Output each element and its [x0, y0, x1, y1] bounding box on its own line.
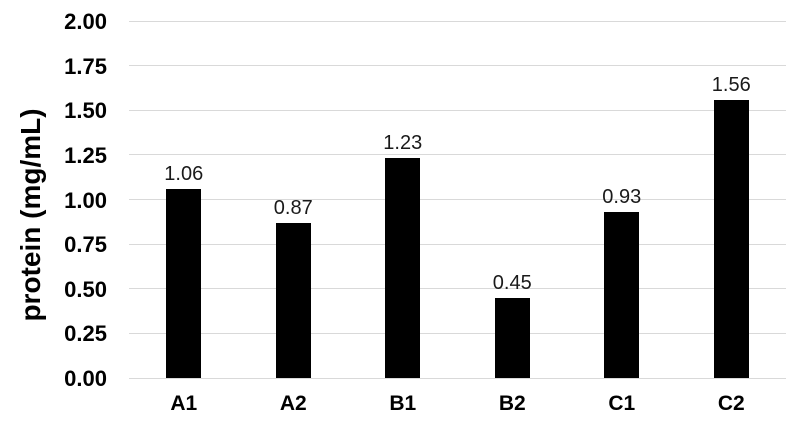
- bar-value-label: 1.23: [383, 132, 423, 154]
- y-tick-label: 0.75: [64, 232, 107, 258]
- bar-A2: [275, 223, 311, 378]
- y-tick-label: 1.00: [64, 187, 107, 213]
- gridline: [129, 65, 786, 67]
- bar-value-label: 0.87: [273, 197, 313, 219]
- gridline: [129, 109, 786, 111]
- y-tick-label: 0.25: [64, 321, 107, 347]
- bar-value-label: 0.45: [492, 272, 532, 294]
- gridline: [129, 154, 786, 156]
- bar-C2: [713, 100, 749, 378]
- y-tick-label: 2.00: [64, 9, 107, 34]
- y-tick-label: 1.50: [64, 98, 107, 124]
- gridline: [129, 332, 786, 334]
- x-tick-label: A1: [170, 392, 198, 415]
- x-tick-label: A2: [279, 392, 307, 415]
- bar-C1: [604, 212, 640, 378]
- bar-value-label: 0.93: [602, 186, 642, 208]
- bar-B1: [385, 158, 421, 378]
- gridline: [129, 243, 786, 245]
- gridline: [129, 288, 786, 290]
- bar-value-label: 1.06: [164, 163, 204, 185]
- bar-value-label: 1.56: [711, 74, 751, 96]
- bar-A1: [166, 189, 202, 378]
- x-tick-label: B1: [389, 392, 417, 415]
- x-tick-label: B2: [498, 392, 526, 415]
- y-tick-label: 1.25: [64, 142, 107, 168]
- gridline: [129, 20, 786, 22]
- y-tick-label: 1.75: [64, 53, 107, 79]
- y-tick-label: 0.50: [64, 276, 107, 302]
- bar-B2: [494, 298, 530, 378]
- x-tick-label: C2: [717, 392, 745, 415]
- gridline: [129, 377, 786, 379]
- gridline: [129, 199, 786, 200]
- y-tick-label: 0.00: [64, 366, 107, 391]
- x-tick-label: C1: [608, 392, 636, 415]
